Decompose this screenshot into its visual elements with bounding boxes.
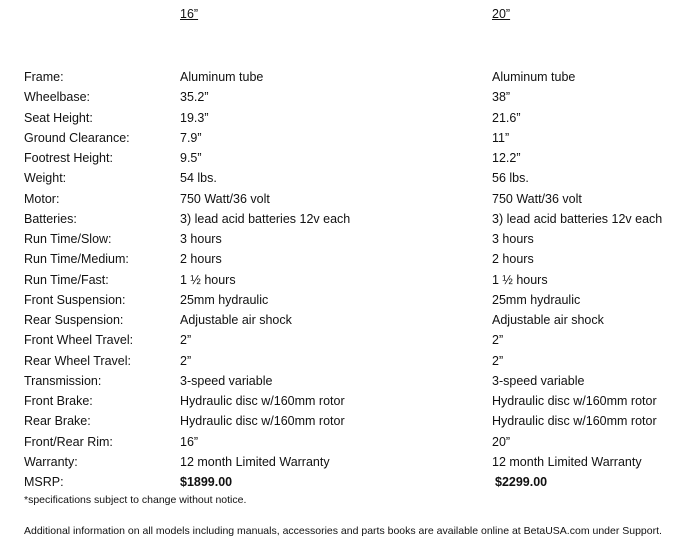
value-16: Hydraulic disc w/160mm rotor (180, 394, 345, 408)
row-label: Run Time/Slow: (24, 232, 112, 246)
row-label: Rear Brake: (24, 414, 91, 429)
value-20: 21.6” (492, 110, 521, 125)
row-label: Transmission: (24, 373, 102, 388)
value-16: Adjustable air shock (180, 313, 292, 327)
value-16: 35.2” (180, 90, 209, 105)
value-20: Aluminum tube (492, 70, 576, 84)
row-label: Ground Clearance: (24, 130, 130, 145)
row-label: Front Suspension: (24, 292, 126, 307)
value-16: 3) lead acid batteries 12v each (180, 211, 351, 226)
value-20: 25mm hydraulic (492, 292, 581, 307)
value-20: 11” (492, 130, 510, 145)
row-label: Weight: (24, 171, 67, 186)
row-label: Rear Wheel Travel: (24, 353, 131, 368)
value-16: 3 hours (180, 232, 222, 246)
row-label: Run Time/Medium: (24, 252, 129, 267)
value-16: 12 month Limited Warranty (180, 454, 330, 469)
value-20: Hydraulic disc w/160mm rotor (492, 394, 657, 408)
row-label: Front/Rear Rim: (24, 434, 113, 449)
row-label: Warranty: (24, 454, 78, 469)
value-16: 7.9” (180, 130, 202, 145)
value-20: 2” (492, 353, 504, 368)
additional-info: Additional information on all models inc… (24, 525, 662, 537)
value-16: 25mm hydraulic (180, 292, 269, 307)
value-16: 3-speed variable (180, 373, 273, 388)
value-16: 1 ½ hours (180, 272, 236, 287)
value-16: Hydraulic disc w/160mm rotor (180, 414, 345, 429)
row-label: Run Time/Fast: (24, 272, 109, 287)
value-20: 2” (492, 333, 504, 348)
value-16: 2” (180, 333, 192, 348)
value-20: 20” (492, 434, 511, 449)
row-label: Wheelbase: (24, 90, 91, 105)
row-label: Footrest Height: (24, 151, 113, 165)
value-20: 3 hours (492, 232, 534, 246)
value-16: 16” (180, 434, 199, 449)
value-16: 9.5” (180, 151, 202, 165)
value-16: 2 hours (180, 252, 222, 267)
footnote: *specifications subject to change withou… (24, 494, 247, 506)
value-20: 1 ½ hours (492, 272, 548, 287)
value-20: 3) lead acid batteries 12v each (492, 211, 663, 226)
row-label: Motor: (24, 191, 60, 206)
value-20: 56 lbs. (492, 171, 529, 186)
value-16: 54 lbs. (180, 171, 217, 186)
row-label: Rear Suspension: (24, 313, 124, 327)
row-label: Batteries: (24, 211, 77, 226)
value-20: $2299.00 (495, 475, 548, 489)
value-20: 3-speed variable (492, 373, 585, 388)
value-20: 12 month Limited Warranty (492, 454, 642, 469)
row-label: Seat Height: (24, 110, 93, 125)
value-20: Adjustable air shock (492, 313, 604, 327)
value-16: Aluminum tube (180, 70, 264, 84)
value-16: 19.3” (180, 110, 209, 125)
value-20: 38” (492, 90, 511, 105)
value-20: 12.2” (492, 151, 521, 165)
row-label: Front Wheel Travel: (24, 333, 134, 348)
column-header: 16” (180, 7, 199, 21)
value-16: 750 Watt/36 volt (180, 191, 270, 206)
row-label: Frame: (24, 70, 64, 84)
value-20: 2 hours (492, 252, 534, 267)
row-label: MSRP: (24, 475, 64, 489)
column-header: 20” (492, 7, 511, 21)
value-20: 750 Watt/36 volt (492, 191, 582, 206)
value-16: $1899.00 (180, 475, 233, 489)
value-20: Hydraulic disc w/160mm rotor (492, 414, 657, 429)
value-16: 2” (180, 353, 192, 368)
row-label: Front Brake: (24, 394, 93, 408)
